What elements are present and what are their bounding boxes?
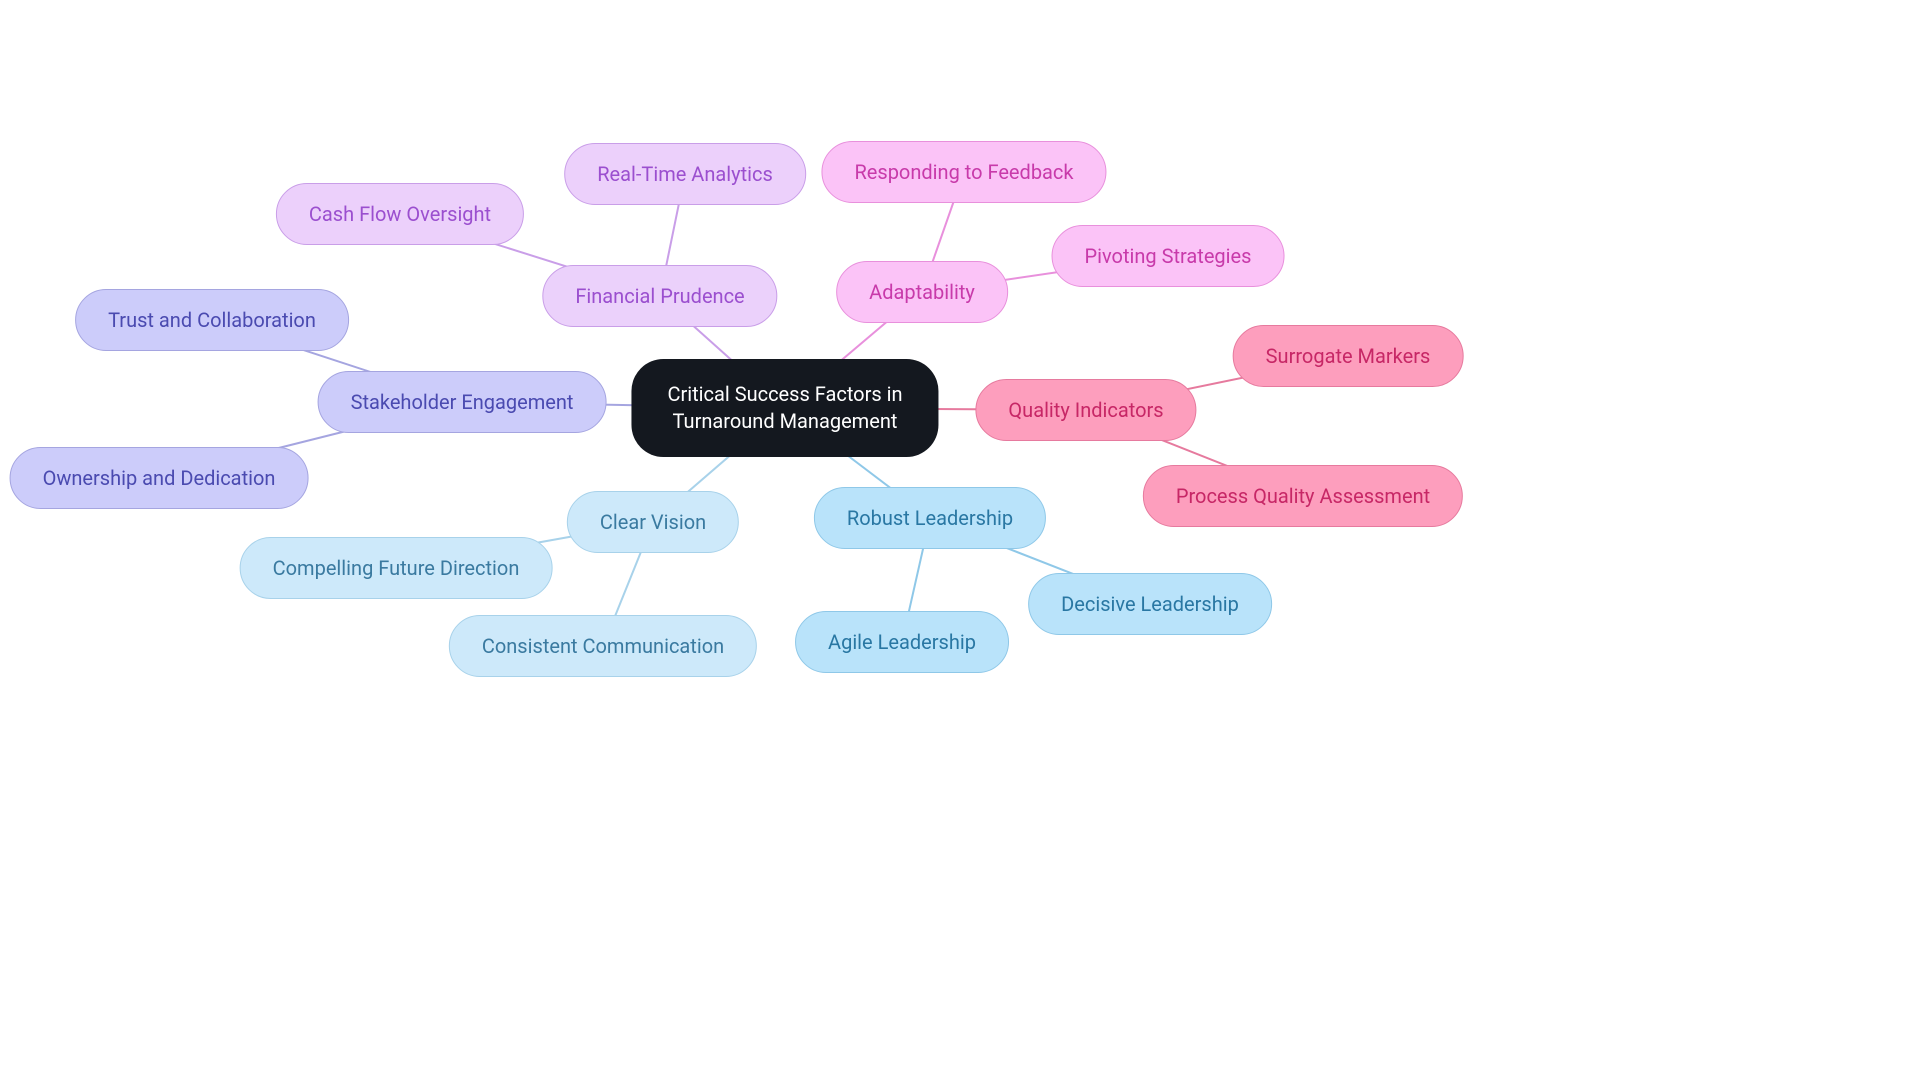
- center-node: Critical Success Factors inTurnaround Ma…: [631, 359, 938, 457]
- real-time-analytics-node: Real-Time Analytics: [564, 143, 806, 205]
- agile-leadership-node: Agile Leadership: [795, 611, 1009, 673]
- quality-indicators-node: Quality Indicators: [975, 379, 1196, 441]
- decisive-leadership-node: Decisive Leadership: [1028, 573, 1272, 635]
- surrogate-markers-node: Surrogate Markers: [1233, 325, 1464, 387]
- financial-prudence-node: Financial Prudence: [542, 265, 777, 327]
- stakeholder-engagement-node: Stakeholder Engagement: [318, 371, 607, 433]
- responding-feedback-node: Responding to Feedback: [821, 141, 1106, 203]
- robust-leadership-node: Robust Leadership: [814, 487, 1046, 549]
- process-quality-node: Process Quality Assessment: [1143, 465, 1463, 527]
- compelling-future-node: Compelling Future Direction: [240, 537, 553, 599]
- trust-collaboration-node: Trust and Collaboration: [75, 289, 349, 351]
- clear-vision-node: Clear Vision: [567, 491, 739, 553]
- consistent-communication-node: Consistent Communication: [449, 615, 757, 677]
- pivoting-strategies-node: Pivoting Strategies: [1052, 225, 1285, 287]
- cash-flow-node: Cash Flow Oversight: [276, 183, 524, 245]
- adaptability-node: Adaptability: [836, 261, 1008, 323]
- ownership-dedication-node: Ownership and Dedication: [10, 447, 309, 509]
